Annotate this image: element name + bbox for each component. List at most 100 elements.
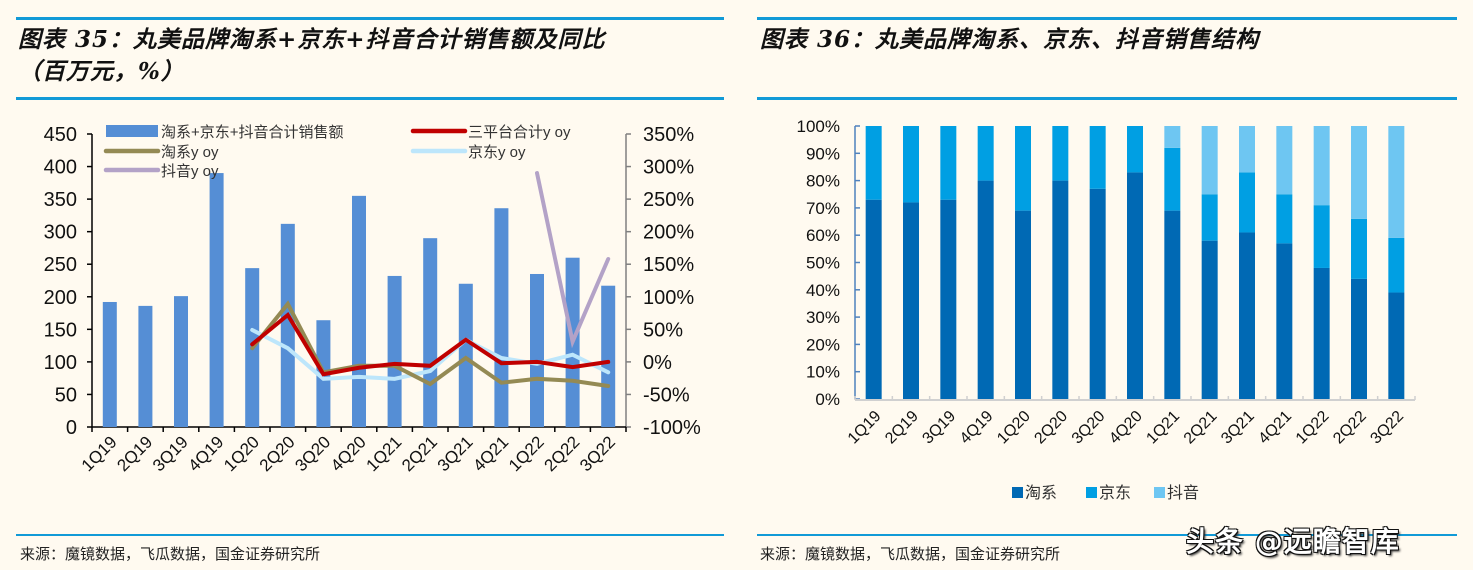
bar-total-sales xyxy=(387,275,402,427)
legend-taoxi-swatch xyxy=(1012,487,1023,498)
y-tick-label: 50% xyxy=(806,254,840,273)
legend-taoxi-label: 淘系 xyxy=(1025,484,1057,502)
bar-segment-jd xyxy=(1276,194,1293,244)
bar-segment-jd xyxy=(940,126,957,200)
left-y-tick-label: 50 xyxy=(55,384,77,406)
right-y-tick-label: 0% xyxy=(643,352,672,374)
left-y-tick-label: 400 xyxy=(44,157,77,179)
y-tick-label: 40% xyxy=(806,281,840,300)
y-tick-label: 80% xyxy=(806,172,840,191)
bar-segment-taoxi xyxy=(865,199,882,399)
line-douyin-yoy xyxy=(535,171,611,349)
right-y-tick-label: 50% xyxy=(643,319,683,341)
x-tick-label: 4Q19 xyxy=(185,432,228,475)
x-tick-label: 3Q20 xyxy=(1069,408,1109,448)
x-tick-label: 1Q21 xyxy=(363,432,406,475)
y-tick-label: 60% xyxy=(806,226,840,245)
left-top-rule xyxy=(16,17,724,20)
y-tick-label: 20% xyxy=(806,335,840,354)
bar-segment-jd xyxy=(1388,237,1405,293)
bar-segment-jd xyxy=(1089,126,1106,189)
x-tick-label: 1Q20 xyxy=(220,432,263,475)
bar-segment-douyin xyxy=(1313,126,1330,206)
left-y-tick-label: 450 xyxy=(44,124,77,146)
x-tick-label: 2Q19 xyxy=(113,432,156,475)
bar-segment-jd xyxy=(1201,194,1218,241)
y-tick-label: 100% xyxy=(797,117,840,136)
bar-segment-taoxi xyxy=(1276,243,1293,399)
right-chart: 0% 10% 20% 30% 40% 50% 60% 70% 80% 90% 100% 1Q192Q1… xyxy=(797,117,1416,502)
left-y-tick-label: 300 xyxy=(44,222,77,244)
bar-segment-taoxi xyxy=(1052,180,1069,399)
bar-segment-taoxi xyxy=(1089,188,1106,399)
right-y-tick-label: 150% xyxy=(643,254,694,276)
x-tick-label: 1Q19 xyxy=(845,408,885,448)
x-tick-label: 3Q20 xyxy=(291,432,334,475)
bar-segment-jd xyxy=(865,126,882,200)
bar-segment-taoxi xyxy=(1388,292,1405,399)
left-title-line2: （百万元，%） xyxy=(18,58,185,85)
bar-total-sales xyxy=(601,285,616,427)
bar-total-sales xyxy=(102,301,117,427)
bar-segment-jd xyxy=(977,126,994,181)
right-title-rule xyxy=(757,97,1457,100)
right-top-rule xyxy=(757,17,1457,20)
x-tick-label: 2Q20 xyxy=(1031,408,1071,448)
left-chart: 0 50 100 150 200 250 300 350 400 450 -100% -50% 0% 50… xyxy=(44,124,701,475)
x-tick-label: 3Q19 xyxy=(149,432,192,475)
legend-douyin-label: 抖音 xyxy=(1167,484,1199,502)
x-tick-label: 3Q19 xyxy=(919,408,959,448)
bar-segment-taoxi xyxy=(1015,210,1031,399)
line-taoxi-yoy xyxy=(250,300,611,388)
bar-total-sales xyxy=(138,305,153,427)
legend-jd-label: 京东 xyxy=(1099,484,1131,502)
y-tick-label: 70% xyxy=(806,199,840,218)
left-y-tick-label: 150 xyxy=(44,319,77,341)
x-tick-label: 3Q21 xyxy=(1218,408,1258,448)
x-tick-label: 1Q22 xyxy=(1293,408,1333,448)
bar-segment-taoxi xyxy=(940,199,957,399)
x-tick-label: 4Q20 xyxy=(327,432,370,475)
bar-total-sales xyxy=(280,223,295,427)
legend-douyin-yoy-label: 抖音y oy xyxy=(161,163,219,180)
x-tick-label: 2Q21 xyxy=(398,432,441,475)
legend-taoxi-yoy-label: 淘系y oy xyxy=(161,144,219,161)
x-tick-label: 2Q22 xyxy=(1330,408,1370,448)
x-tick-label: 1Q21 xyxy=(1143,408,1183,448)
bar-segment-taoxi xyxy=(1127,172,1143,399)
bar-total-sales xyxy=(174,296,188,427)
x-tick-label: 4Q21 xyxy=(469,432,512,475)
line-total-yoy xyxy=(250,311,611,377)
y-tick-label: 0% xyxy=(815,390,840,409)
x-tick-label: 4Q19 xyxy=(957,408,997,448)
x-tick-label: 2Q21 xyxy=(1181,408,1221,448)
bar-segment-douyin xyxy=(1201,126,1218,195)
bar-segment-jd xyxy=(1239,172,1255,233)
bar-segment-taoxi xyxy=(1351,278,1367,399)
right-title-line1: 图表 36：丸美品牌淘系、京东、抖音销售结构 xyxy=(760,26,1260,53)
bar-segment-jd xyxy=(1313,205,1330,268)
x-tick-label: 1Q22 xyxy=(505,432,548,475)
left-source: 来源：魔镜数据，飞瓜数据，国金证券研究所 xyxy=(20,545,321,563)
x-tick-label: 2Q19 xyxy=(882,408,922,448)
x-tick-label: 3Q22 xyxy=(1367,408,1407,448)
left-y-tick-label: 350 xyxy=(44,189,77,211)
line-jd-yoy xyxy=(250,327,611,381)
bar-segment-jd xyxy=(1127,126,1143,173)
right-y-tick-label: 300% xyxy=(643,157,694,179)
bar-segment-douyin xyxy=(1164,126,1181,148)
legend-total-yoy-label: 三平台合计y oy xyxy=(468,124,571,141)
left-bottom-rule xyxy=(16,534,724,536)
watermark: 头条 @远瞻智库 xyxy=(1186,525,1400,558)
x-tick-label: 3Q22 xyxy=(576,432,619,475)
bar-segment-taoxi xyxy=(903,202,919,399)
x-tick-label: 2Q22 xyxy=(541,432,584,475)
bar-segment-taoxi xyxy=(1239,232,1255,399)
x-tick-label: 4Q21 xyxy=(1255,408,1295,448)
legend-jd-yoy-label: 京东y oy xyxy=(468,144,526,161)
legend-jd-swatch xyxy=(1086,487,1097,498)
left-chart-title: 图表 35：丸美品牌淘系+京东+抖音合计销售额及同比 （百万元，%） xyxy=(18,24,738,88)
left-y-tick-label: 100 xyxy=(44,352,77,374)
x-tick-label: 3Q21 xyxy=(434,432,477,475)
y-tick-label: 10% xyxy=(806,363,840,382)
